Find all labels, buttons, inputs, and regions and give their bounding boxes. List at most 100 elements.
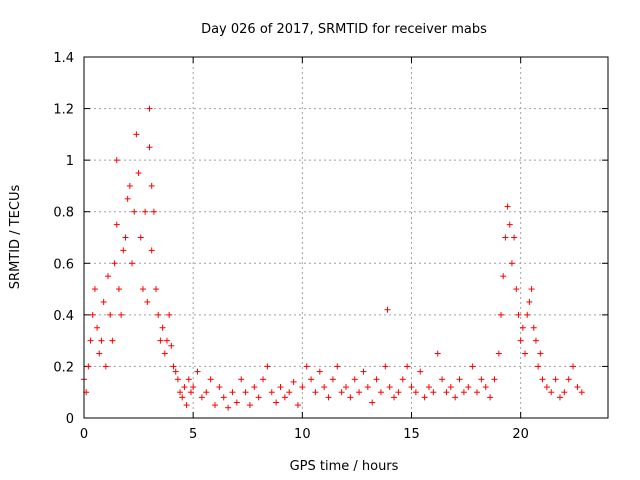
data-point: [168, 342, 175, 349]
data-point: [522, 350, 529, 357]
data-point: [183, 402, 190, 409]
data-point: [329, 376, 336, 383]
data-point: [233, 399, 240, 406]
data-point: [150, 208, 157, 215]
data-point: [172, 368, 179, 375]
data-point: [356, 389, 363, 396]
data-point: [325, 394, 332, 401]
data-point: [570, 363, 577, 370]
data-point: [434, 350, 441, 357]
data-point: [187, 389, 194, 396]
data-point: [382, 363, 389, 370]
plot-frame: [83, 56, 609, 419]
data-point: [264, 363, 271, 370]
data-point: [343, 384, 349, 391]
data-point: [515, 311, 522, 318]
data-point: [502, 234, 509, 241]
data-point: [109, 337, 116, 344]
data-point: [148, 247, 155, 254]
data-point: [107, 311, 114, 318]
data-point: [312, 389, 319, 396]
data-point: [111, 260, 118, 267]
data-point: [399, 376, 406, 383]
data-point: [574, 384, 581, 391]
data-point: [404, 363, 411, 370]
data-point: [255, 394, 262, 401]
x-tick-label: 0: [80, 427, 88, 442]
data-point: [465, 384, 472, 391]
data-point: [578, 389, 585, 396]
data-point: [511, 234, 518, 241]
data-point: [105, 273, 112, 280]
data-point: [286, 389, 293, 396]
y-axis-label: SRMTID / TECUs: [8, 185, 23, 290]
data-point: [142, 208, 149, 215]
data-point: [519, 324, 526, 331]
data-point: [447, 384, 454, 391]
grid: [84, 57, 608, 418]
data-point: [144, 298, 151, 305]
data-point: [203, 389, 210, 396]
data-point: [443, 389, 450, 396]
data-point: [552, 376, 559, 383]
data-point: [498, 311, 505, 318]
data-point: [478, 376, 485, 383]
data-point: [469, 363, 476, 370]
data-point: [316, 368, 323, 375]
data-point: [87, 337, 94, 344]
data-point: [146, 144, 153, 151]
data-point: [194, 368, 201, 375]
data-point: [166, 311, 173, 318]
data-point: [386, 384, 393, 391]
tick-labels: 0 5 10 15 20 0 0.2 0.4 0.6 0.8 1 1.2 1.4: [53, 51, 608, 442]
data-point: [513, 286, 520, 293]
data-point: [321, 384, 328, 391]
data-points: [81, 105, 585, 411]
data-point: [369, 399, 376, 406]
data-point: [207, 376, 214, 383]
data-point: [460, 389, 467, 396]
data-point: [290, 378, 297, 385]
x-tick-label: 10: [294, 427, 311, 442]
data-point: [384, 306, 391, 313]
data-point: [308, 376, 315, 383]
data-point: [537, 350, 544, 357]
y-tick-label: 0.4: [53, 309, 74, 324]
data-point: [216, 384, 223, 391]
data-point: [532, 337, 539, 344]
data-point: [474, 389, 480, 396]
data-point: [170, 363, 177, 370]
data-point: [500, 273, 507, 280]
data-point: [155, 311, 162, 318]
data-point: [131, 208, 138, 215]
data-point: [185, 376, 192, 383]
data-point: [526, 298, 533, 305]
data-point: [487, 394, 494, 401]
data-point: [251, 384, 258, 391]
data-point: [137, 234, 144, 241]
data-point: [452, 394, 459, 401]
data-point: [242, 389, 249, 396]
data-point: [364, 384, 371, 391]
data-point: [98, 337, 105, 344]
data-point: [174, 376, 181, 383]
data-point: [548, 389, 555, 396]
x-axis-label: GPS time / hours: [290, 459, 399, 474]
data-point: [102, 363, 109, 370]
data-point: [268, 389, 275, 396]
data-point: [561, 389, 568, 396]
data-point: [395, 389, 402, 396]
data-point: [539, 376, 546, 383]
y-tick-label: 0.8: [53, 206, 74, 221]
y-tick-label: 0: [66, 412, 74, 427]
data-point: [504, 203, 511, 210]
data-point: [129, 260, 136, 267]
data-point: [100, 298, 107, 305]
data-point: [122, 234, 129, 241]
data-point: [157, 337, 164, 344]
data-point: [565, 376, 572, 383]
data-point: [430, 389, 437, 396]
data-point: [334, 363, 341, 370]
data-point: [96, 350, 103, 357]
